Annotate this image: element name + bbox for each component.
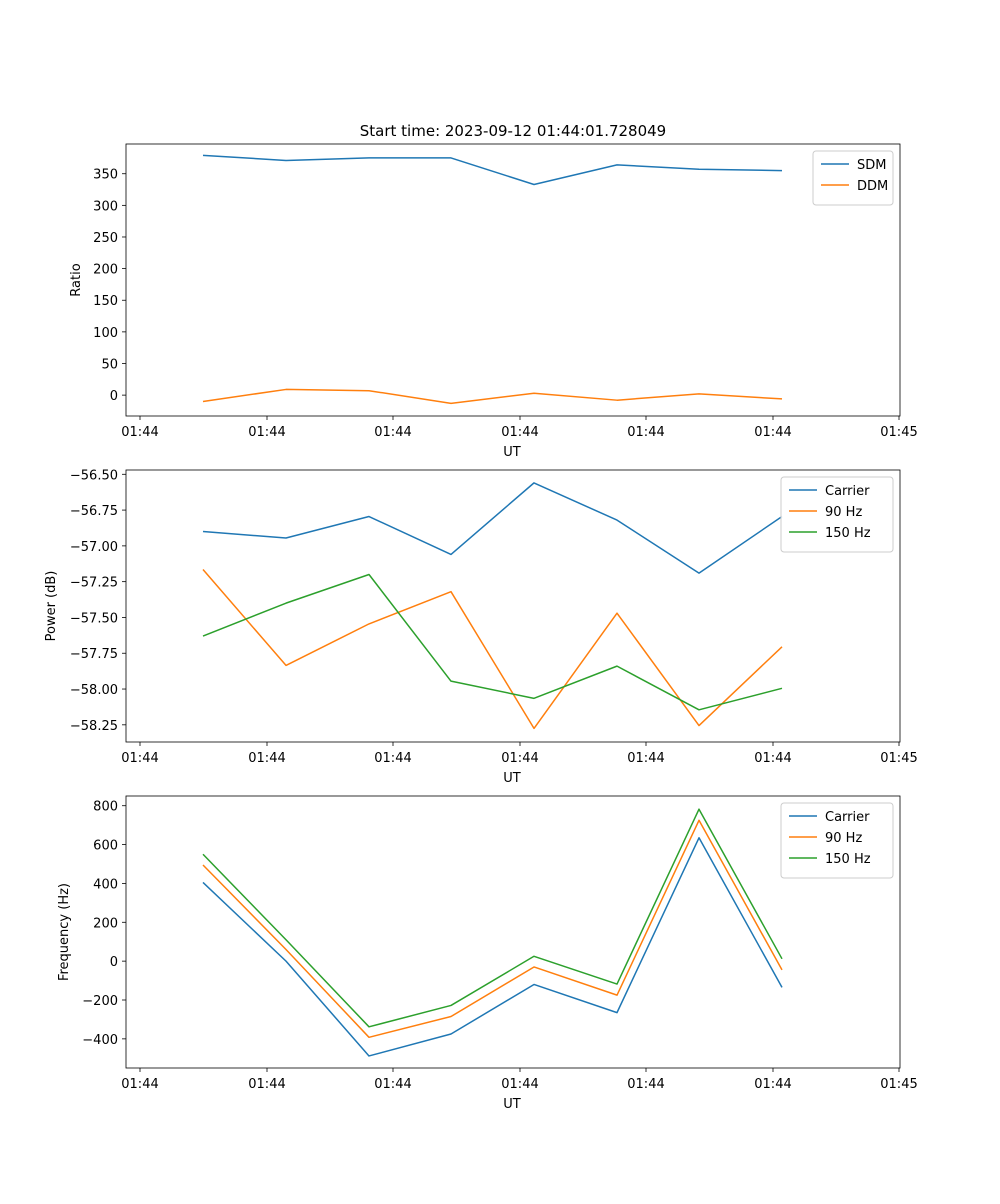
x-axis-label: UT [503,771,521,786]
y-tick-label: 0 [110,955,118,970]
x-tick-label: 01:44 [248,751,285,766]
x-tick-label: 01:44 [501,425,538,440]
x-tick-label: 01:44 [754,751,791,766]
y-axis-label: Frequency (Hz) [57,883,72,981]
y-tick-label: 400 [93,877,118,892]
y-tick-label: 100 [93,326,118,341]
legend-label: 150 Hz [825,852,871,867]
x-axis-label: UT [503,445,521,460]
x-tick-label: 01:45 [880,1077,917,1092]
y-tick-label: 200 [93,916,118,931]
legend-label: DDM [857,179,888,194]
series-line-carrier [202,837,783,1057]
series-line-carrier [202,482,783,574]
legend-box [780,476,894,553]
y-tick-label: 350 [93,168,118,183]
y-tick-label: 600 [93,839,118,854]
legend-label: Carrier [825,810,870,825]
x-tick-label: 01:44 [627,751,664,766]
x-tick-label: 01:44 [121,751,158,766]
series-line-90-hz [202,568,783,730]
y-tick-label: 150 [93,294,118,309]
series-line-sdm [202,154,783,186]
x-tick-label: 01:44 [754,1077,791,1092]
x-axis-label: UT [503,1097,521,1112]
x-tick-label: 01:44 [248,425,285,440]
legend: Carrier 90 Hz 150 Hz [780,476,894,553]
x-tick-label: 01:44 [627,1077,664,1092]
x-tick-label: 01:44 [121,1077,158,1092]
x-tick-label: 01:44 [374,1077,411,1092]
y-tick-label: 0 [110,389,118,404]
legend-label: SDM [857,158,886,173]
y-tick-label: −56.50 [70,468,118,483]
y-axis-label: Power (dB) [44,571,59,642]
y-tick-label: −57.75 [70,647,118,662]
y-tick-label: −56.75 [70,504,118,519]
y-tick-label: 250 [93,231,118,246]
y-tick-label: 50 [101,357,118,372]
x-tick-label: 01:44 [501,751,538,766]
x-tick-label: 01:44 [501,1077,538,1092]
y-tick-label: 300 [93,199,118,214]
legend: SDM DDM [812,150,894,206]
figure-title: Start time: 2023-09-12 01:44:01.728049 [360,122,666,140]
subplot-2: 01:44 01:44 01:44 01:44 01:44 01:44 01:45 UT −58… [44,468,918,786]
legend-box [780,802,894,879]
legend: Carrier 90 Hz 150 Hz [780,802,894,879]
series-line-150-hz [202,808,783,1028]
x-tick-label: 01:45 [880,751,917,766]
y-tick-label: −400 [82,1033,118,1048]
legend-label: 90 Hz [825,831,862,846]
subplot-3: 01:44 01:44 01:44 01:44 01:44 01:44 01:45 UT −40… [57,795,918,1112]
x-tick-label: 01:44 [121,425,158,440]
x-tick-label: 01:44 [374,751,411,766]
x-tick-label: 01:44 [754,425,791,440]
y-tick-label: 200 [93,263,118,278]
x-tick-label: 01:44 [374,425,411,440]
y-tick-label: −200 [82,994,118,1009]
x-tick-label: 01:44 [248,1077,285,1092]
y-tick-label: −57.00 [70,540,118,555]
legend-label: 150 Hz [825,526,871,541]
axes-frame [125,795,901,1069]
y-tick-label: 800 [93,800,118,815]
x-tick-label: 01:45 [880,425,917,440]
y-tick-label: −57.50 [70,611,118,626]
series-line-90-hz [202,819,783,1039]
y-tick-label: −58.00 [70,683,118,698]
legend-label: 90 Hz [825,505,862,520]
y-tick-label: −57.25 [70,576,118,591]
axes-frame [125,469,901,743]
subplot-1: 01:44 01:44 01:44 01:44 01:44 01:44 01:45 UT 0 50… [69,143,918,460]
legend-label: Carrier [825,484,870,499]
y-tick-label: −58.25 [70,719,118,734]
series-line-ddm [202,388,783,405]
y-axis-label: Ratio [69,263,84,296]
series-line-150-hz [202,573,783,711]
axes-frame [125,143,901,417]
x-tick-label: 01:44 [627,425,664,440]
